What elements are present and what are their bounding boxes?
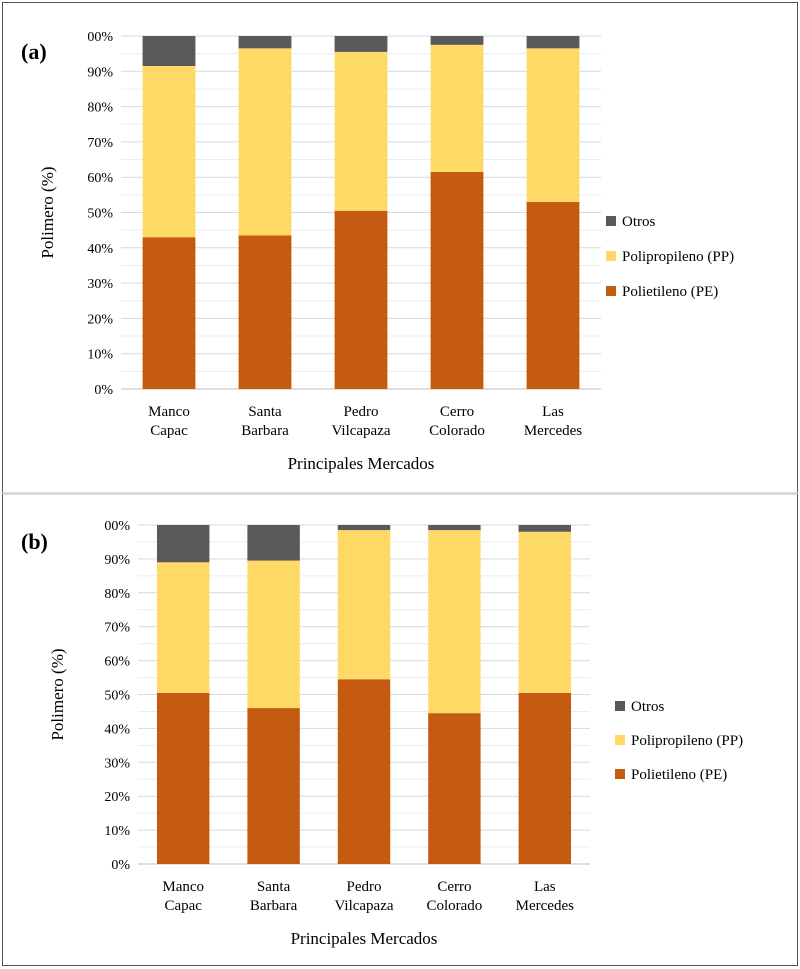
chart-a-ytick-label: 10% (87, 348, 113, 363)
chart-a-legend-label: Polipropileno (PP) (622, 249, 734, 265)
chart-b-legend-swatch (615, 701, 625, 711)
chart-b-bar-pe-3 (428, 713, 481, 864)
chart-a-bar-pe-1 (238, 235, 292, 389)
chart-a-bar-pe-3 (430, 171, 484, 389)
chart-b-ytick-label: 60% (104, 655, 130, 670)
chart-a-bar-otros-0 (142, 36, 196, 67)
chart-b-category-label: Capac (164, 898, 202, 914)
chart-b-category-label: Cerro (437, 879, 471, 895)
chart-a-ytick-label: 00% (87, 30, 113, 45)
chart-b-ytick-label: 0% (111, 858, 130, 873)
chart-a-bar-pe-4 (526, 201, 580, 389)
chart-a-category-label: Vilcapaza (331, 423, 390, 439)
chart-a-ytick-label: 0% (94, 383, 113, 398)
chart-a-legend-swatch (606, 286, 616, 296)
chart-b-legend-swatch (615, 769, 625, 779)
chart-b-bar-pp-0 (156, 562, 210, 693)
chart-a-panel-label: (a) (21, 39, 47, 64)
chart-b-legend-swatch (615, 735, 625, 745)
chart-a-ytick-label: 20% (87, 312, 113, 327)
chart-b-ytick-label: 00% (104, 519, 130, 534)
chart-b-bar-pp-4 (518, 531, 572, 693)
chart-b-category-label: Mercedes (516, 898, 574, 914)
chart-a-category-label: Santa (248, 404, 282, 420)
chart-b-bar-pe-4 (518, 692, 572, 864)
chart-b-bar-pe-0 (156, 692, 210, 864)
chart-b-ytick-label: 20% (104, 790, 130, 805)
chart-b-panel-label: (b) (21, 529, 48, 554)
chart-a-bar-pp-0 (142, 66, 196, 238)
chart-a-bar-pe-0 (142, 237, 196, 389)
chart-panel-a: (a) 0% 10% 20% 30% 40% 50% 60% 70% 80% 90% 00% Manco… (2, 2, 798, 492)
chart-a-ytick-label: 80% (87, 101, 113, 116)
chart-a-bar-pp-1 (238, 48, 292, 236)
chart-b-bar-pp-3 (428, 530, 481, 714)
chart-a-category-label: Manco (148, 404, 190, 420)
chart-a-ytick-label: 60% (87, 171, 113, 186)
chart-a-bar-otros-4 (526, 36, 580, 49)
chart-a-x-axis-title: Principales Mercados (288, 454, 435, 473)
chart-b-bar-otros-0 (156, 525, 210, 563)
chart-panel-b: (b) 0% 10% 20% 30% 40% 50% 60% 70% 80% 90% 00% Manco… (2, 492, 798, 966)
chart-a-ytick-label: 50% (87, 207, 113, 222)
chart-a-svg: (a) 0% 10% 20% 30% 40% 50% 60% 70% 80% 90% 00% Manco… (21, 30, 734, 473)
chart-b-x-axis-title: Principales Mercados (291, 929, 438, 948)
chart-a-bar-pp-3 (430, 44, 484, 172)
chart-b-ytick-label: 70% (104, 621, 130, 636)
chart-a-bar-pe-2 (334, 210, 388, 389)
chart-b-legend-label: Polipropileno (PP) (631, 733, 743, 749)
chart-b-category-label: Las (534, 879, 556, 895)
chart-a-legend-swatch (606, 216, 616, 226)
chart-a-bar-pp-4 (526, 48, 580, 202)
chart-a-legend-label: Otros (622, 214, 655, 230)
chart-a-bar-otros-1 (238, 36, 292, 49)
chart-a-ytick-label: 90% (87, 65, 113, 80)
chart-b-category-label: Santa (257, 879, 291, 895)
chart-b-bar-pe-1 (247, 708, 300, 864)
chart-a-category-label: Capac (150, 423, 188, 439)
chart-a-legend-swatch (606, 251, 616, 261)
chart-a-category-label: Pedro (344, 404, 379, 420)
chart-a-category-label: Barbara (241, 423, 289, 439)
chart-a-legend-label: Polietileno (PE) (622, 284, 718, 300)
chart-b-category-label: Pedro (347, 879, 382, 895)
chart-a-category-label: Cerro (440, 404, 474, 420)
chart-b-legend-label: Otros (631, 699, 664, 715)
chart-b-svg: (b) 0% 10% 20% 30% 40% 50% 60% 70% 80% 90% 00% Manco… (21, 519, 743, 948)
chart-a-category-label: Las (542, 404, 564, 420)
chart-b-bar-otros-1 (247, 525, 300, 561)
chart-a-bar-otros-3 (430, 36, 484, 45)
chart-b-bar-pe-2 (337, 679, 391, 864)
chart-b-bar-otros-3 (428, 525, 481, 531)
chart-b-ytick-label: 40% (104, 722, 130, 737)
chart-b-ytick-label: 30% (104, 756, 130, 771)
chart-b-y-axis-title: Polimero (%) (48, 648, 67, 740)
chart-a-bar-pp-2 (334, 51, 388, 211)
chart-a-category-label: Mercedes (524, 423, 582, 439)
chart-b-bar-pp-1 (247, 560, 300, 709)
chart-b-bar-pp-2 (337, 530, 391, 680)
chart-b-ytick-label: 50% (104, 689, 130, 704)
chart-b-legend-label: Polietileno (PE) (631, 767, 727, 783)
chart-b-ytick-label: 80% (104, 587, 130, 602)
chart-a-y-axis-title: Polimero (%) (38, 166, 57, 258)
chart-a-bar-otros-2 (334, 36, 388, 52)
chart-a-category-label: Colorado (429, 423, 485, 439)
chart-b-category-label: Barbara (250, 898, 298, 914)
chart-b-category-label: Vilcapaza (334, 898, 393, 914)
chart-b-ytick-label: 90% (104, 553, 130, 568)
chart-b-bar-otros-2 (337, 525, 391, 531)
chart-b-category-label: Manco (162, 879, 204, 895)
chart-a-ytick-label: 30% (87, 277, 113, 292)
chart-b-bar-otros-4 (518, 525, 572, 532)
chart-b-category-label: Colorado (426, 898, 482, 914)
chart-a-ytick-label: 70% (87, 136, 113, 151)
chart-a-ytick-label: 40% (87, 242, 113, 257)
chart-b-ytick-label: 10% (104, 824, 130, 839)
